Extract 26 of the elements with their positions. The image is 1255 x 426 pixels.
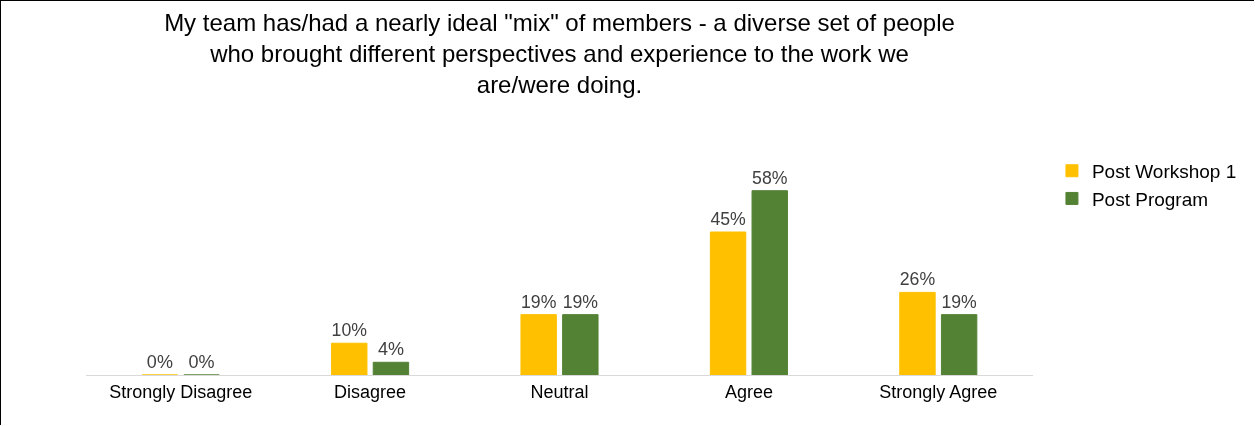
x-tick-label: Agree <box>724 381 773 402</box>
x-tick-label: Disagree <box>334 381 407 402</box>
x-tick-label: Strongly Disagree <box>109 381 253 402</box>
bar <box>520 314 557 375</box>
data-label: 58% <box>752 167 788 188</box>
x-tick-label: Strongly Agree <box>879 381 998 402</box>
data-label: 10% <box>331 320 368 341</box>
bar <box>751 190 788 375</box>
data-label: 26% <box>899 269 936 290</box>
data-label: 19% <box>941 291 978 312</box>
legend-label: Post Workshop 1 <box>1091 161 1237 183</box>
data-label: 45% <box>710 209 747 230</box>
chart-title: My team has/had a nearly ideal "mix" of members - a diverse set of people who brought different perspectives and experience to the work we are/were doing. <box>164 8 955 99</box>
bar <box>709 231 747 375</box>
data-label: 0% <box>146 352 173 372</box>
bar <box>331 342 368 375</box>
bar <box>899 291 936 375</box>
x-tick-label: Neutral <box>530 381 589 402</box>
bar <box>372 361 410 375</box>
bar <box>562 314 599 375</box>
bar <box>940 314 978 375</box>
data-label: 4% <box>377 339 404 360</box>
legend-label: Post Program <box>1091 188 1209 210</box>
data-label: 19% <box>562 291 599 312</box>
data-label: 19% <box>520 291 557 312</box>
data-label: 0% <box>188 352 215 372</box>
